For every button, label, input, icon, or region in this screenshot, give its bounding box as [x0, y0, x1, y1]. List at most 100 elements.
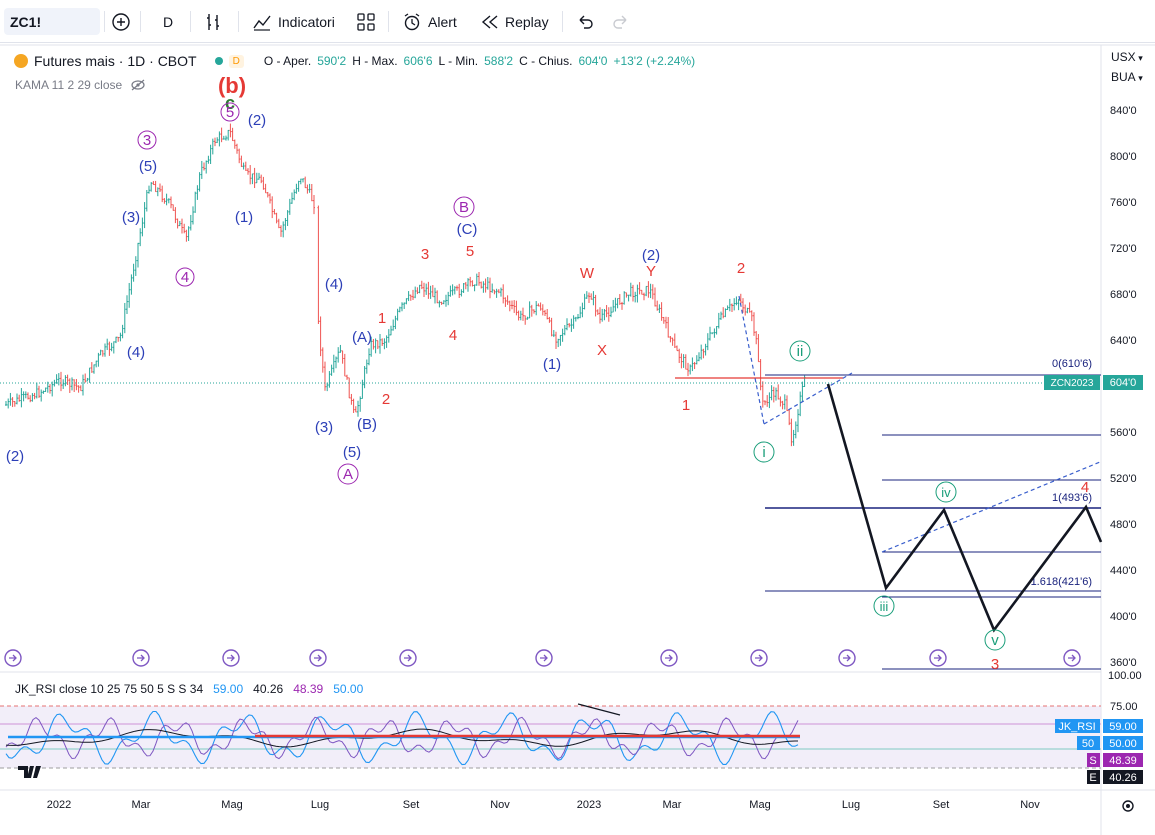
- candle: [735, 296, 738, 306]
- candle: [207, 155, 210, 164]
- event-marker-icon[interactable]: [929, 649, 947, 667]
- candle: [216, 137, 219, 144]
- divider: [104, 11, 105, 32]
- templates-button[interactable]: [356, 8, 376, 35]
- candle: [585, 291, 588, 299]
- candle: [546, 309, 549, 320]
- candle: [669, 335, 672, 343]
- kama-legend[interactable]: KAMA 11 2 29 close: [15, 78, 146, 92]
- price-axis[interactable]: 840'0 800'0 760'0 720'0 680'0 640'0 560'0 520'0…: [1110, 105, 1137, 669]
- projection-path: [826, 383, 1103, 633]
- event-marker-icon[interactable]: [309, 649, 327, 667]
- event-marker-icon[interactable]: [1063, 649, 1081, 667]
- candle: [167, 198, 170, 204]
- redo-button[interactable]: [612, 8, 630, 35]
- candle: [55, 374, 58, 384]
- event-marker-icon[interactable]: [399, 649, 417, 667]
- candle: [134, 256, 137, 276]
- candle: [746, 307, 749, 314]
- candle: [387, 329, 390, 343]
- candle: [647, 281, 650, 298]
- candle: [240, 155, 243, 167]
- candle: [82, 374, 84, 396]
- event-marker-icon[interactable]: [660, 649, 678, 667]
- price-chart[interactable]: 0(610'6) 1(493'6) 1.618(421'6) (b) c 5 (…: [0, 43, 1155, 835]
- chart-type-button[interactable]: [204, 8, 226, 35]
- interval-button[interactable]: D: [158, 8, 178, 35]
- candle: [519, 310, 522, 321]
- settings-icon[interactable]: [1122, 800, 1134, 812]
- candle: [150, 182, 153, 192]
- candle: [574, 316, 577, 322]
- candle: [420, 280, 423, 290]
- candle: [222, 135, 225, 140]
- candle: [662, 316, 665, 324]
- candle: [689, 364, 692, 375]
- rsi-s-label: S: [1089, 755, 1096, 767]
- candle: [310, 184, 313, 202]
- event-marker-icon[interactable]: [535, 649, 553, 667]
- wave-label: (2): [6, 448, 24, 465]
- candle: [44, 387, 47, 392]
- candle: [737, 298, 740, 311]
- unit-selector[interactable]: BUA ▾: [1111, 70, 1143, 84]
- currency-selector[interactable]: USX ▾: [1111, 50, 1143, 64]
- ohlc-open-label: O - Aper.: [263, 54, 312, 68]
- divider: [140, 11, 141, 32]
- replay-button[interactable]: Replay: [481, 8, 549, 35]
- candle: [566, 318, 568, 331]
- wave-label: W: [580, 265, 595, 282]
- event-marker-icon[interactable]: [132, 649, 150, 667]
- candle: [557, 338, 560, 348]
- rsi-legend-value: 48.39: [293, 682, 324, 696]
- rsi-tag-name: JK_RSI: [1058, 721, 1095, 733]
- candle: [475, 273, 478, 286]
- price-tick: 440'0: [1110, 565, 1137, 577]
- candle: [29, 395, 32, 403]
- candle: [40, 389, 43, 402]
- candle: [484, 278, 487, 293]
- event-marker-icon[interactable]: [838, 649, 856, 667]
- candle: [616, 297, 619, 309]
- wave-circle: [453, 196, 475, 218]
- candle: [313, 195, 315, 215]
- undo-button[interactable]: [576, 8, 594, 35]
- compare-button[interactable]: [109, 8, 133, 35]
- candle: [744, 304, 747, 316]
- time-tick: Mag: [221, 799, 242, 811]
- candle: [271, 196, 274, 219]
- candle: [731, 303, 733, 313]
- event-marker-icon[interactable]: [750, 649, 768, 667]
- candle: [244, 161, 247, 171]
- eye-hidden-icon[interactable]: [130, 79, 146, 91]
- candle: [132, 263, 135, 282]
- candle: [403, 302, 406, 309]
- time-axis[interactable]: 2022 Mar Mag Lug Set Nov 2023 Mar Mag Lug Set Nov: [47, 799, 1041, 811]
- candle: [99, 349, 102, 356]
- candle: [108, 341, 111, 356]
- candle: [654, 287, 656, 307]
- candle: [288, 198, 291, 215]
- alert-button[interactable]: Alert: [402, 8, 457, 35]
- candle: [112, 341, 115, 354]
- channel-line: [881, 461, 1101, 553]
- candle: [636, 284, 639, 303]
- rsi-e-bg: [1087, 770, 1100, 784]
- event-marker-icon[interactable]: [222, 649, 240, 667]
- divider: [238, 11, 239, 32]
- candle: [264, 183, 267, 194]
- divider: [388, 11, 389, 32]
- candle: [306, 184, 309, 194]
- symbol-search[interactable]: ZC1!: [4, 8, 100, 35]
- candle: [185, 229, 188, 242]
- indicators-button[interactable]: Indicatori: [252, 8, 335, 35]
- candle: [302, 178, 304, 183]
- event-marker-icon[interactable]: [4, 649, 22, 667]
- time-tick: Lug: [311, 799, 329, 811]
- candle: [438, 300, 441, 308]
- candle: [541, 304, 544, 316]
- candle: [658, 304, 661, 313]
- candle: [176, 218, 179, 229]
- wave-label: (5): [139, 158, 157, 175]
- candle: [431, 285, 434, 298]
